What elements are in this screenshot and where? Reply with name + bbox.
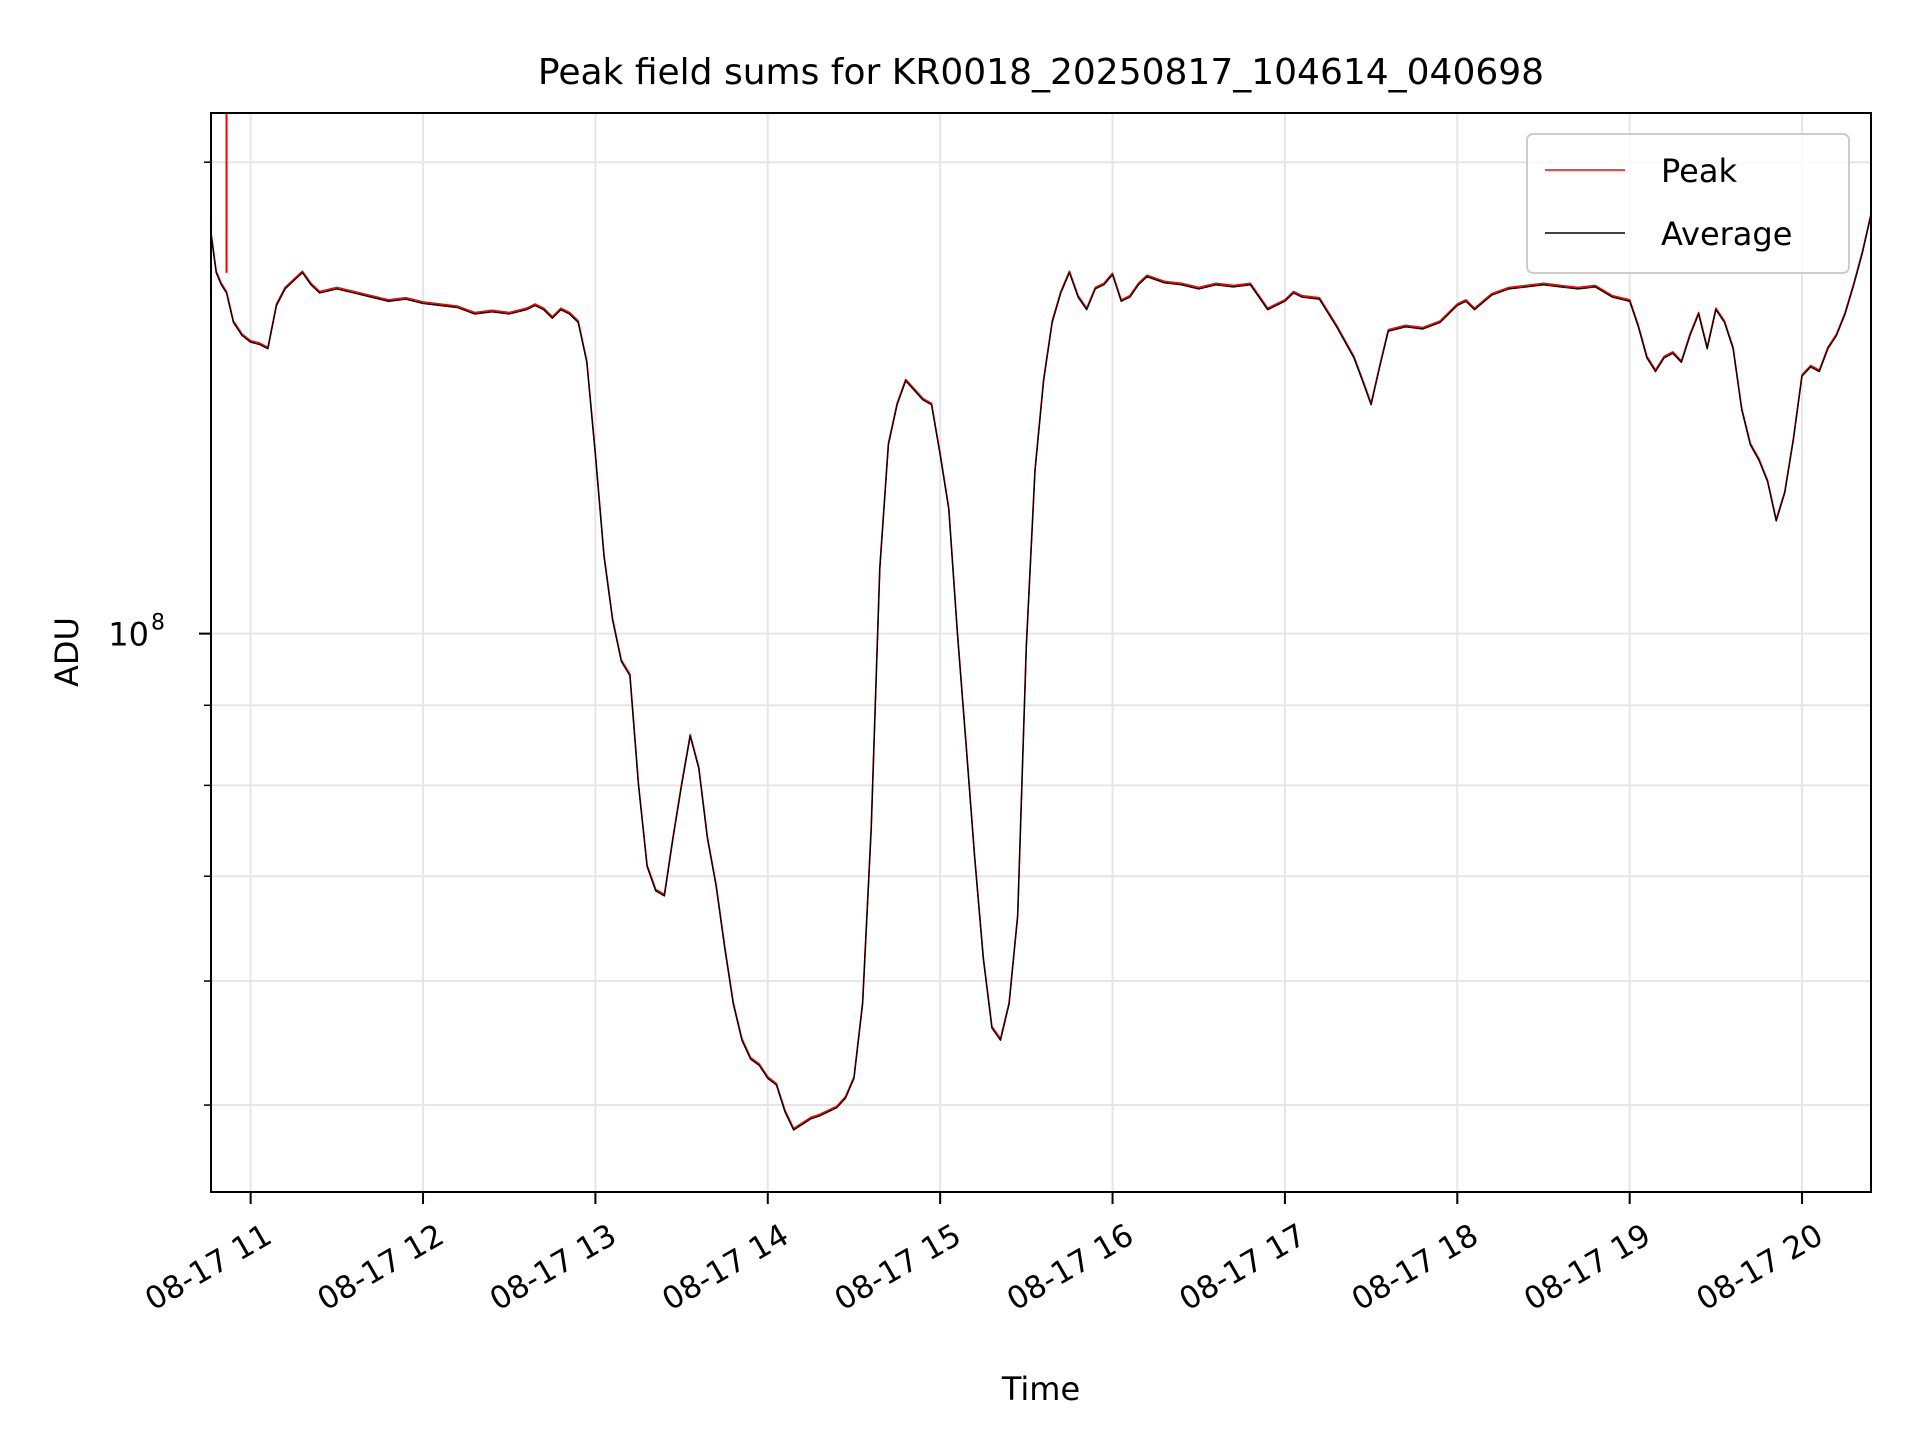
y-tick-label-base: 10 — [108, 616, 149, 654]
y-tick-label-exponent: 8 — [151, 611, 165, 636]
legend-box — [1526, 133, 1850, 274]
x-axis-label: Time — [1001, 1370, 1080, 1408]
legend: Peak Average — [1526, 133, 1850, 274]
y-axis-label: ADU — [48, 617, 86, 687]
series-layer — [210, 113, 1872, 1131]
series-line-average — [210, 215, 1872, 1131]
legend-label-average: Average — [1661, 215, 1792, 253]
legend-label-peak: Peak — [1661, 152, 1737, 190]
plot-frame — [210, 112, 1872, 1193]
grid — [211, 113, 1871, 1192]
chart-title: Peak field sums for KR0018_20250817_1046… — [538, 52, 1544, 93]
